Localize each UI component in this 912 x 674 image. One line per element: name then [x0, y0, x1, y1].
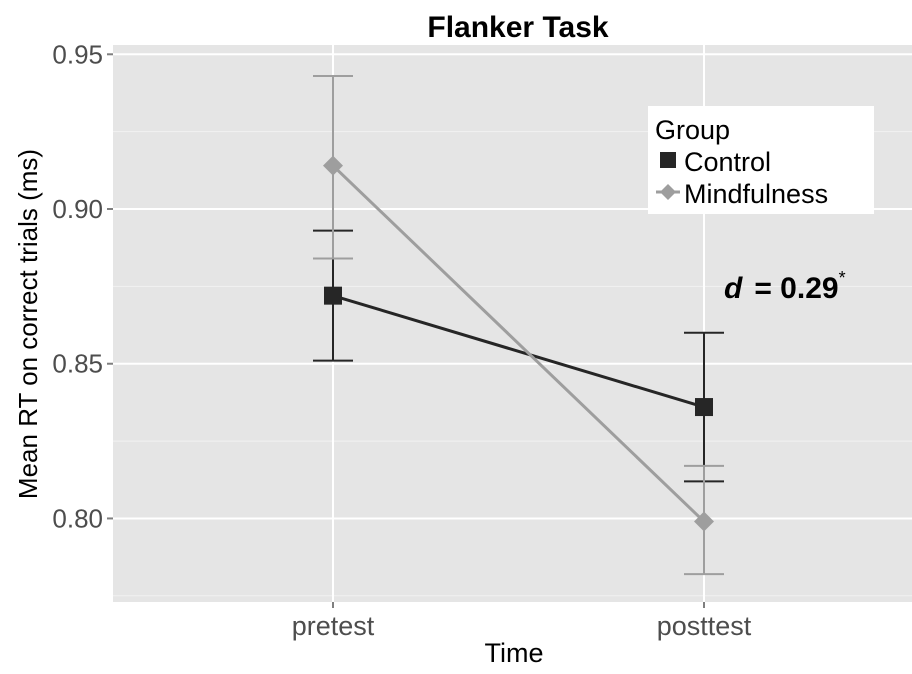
control-point	[695, 398, 713, 417]
y-axis-label: Mean RT on correct trials (ms)	[13, 149, 43, 499]
mindfulness-point	[323, 155, 343, 176]
chart-title: Flanker Task	[427, 11, 609, 44]
y-tick-label: 0.85	[52, 349, 103, 379]
x-tick-label: posttest	[657, 611, 752, 641]
control-point	[324, 286, 342, 305]
legend-control-marker	[660, 152, 676, 168]
legend-title: Group	[655, 115, 730, 145]
y-tick-label: 0.80	[52, 503, 103, 533]
series-lines	[331, 164, 706, 523]
mindfulness-line	[331, 164, 706, 523]
legend-background	[648, 106, 874, 214]
effect-size-symbol: d	[724, 272, 743, 305]
legend-mindfulness-label: Mindfulness	[684, 179, 828, 209]
effect-size-annotation: d = 0.29*	[724, 268, 846, 305]
legend-control-label: Control	[684, 147, 771, 177]
y-tick-label: 0.95	[52, 39, 103, 69]
effect-size-superscript: *	[839, 268, 846, 288]
x-axis-label: Time	[485, 638, 544, 668]
control-line	[332, 294, 705, 409]
x-tick-label: pretest	[292, 611, 375, 641]
axis-ticks: 0.80 0.85 0.90 0.95 pretest posttest	[52, 39, 751, 641]
series-points	[323, 155, 714, 532]
mindfulness-point	[694, 511, 714, 532]
effect-size-value: = 0.29	[754, 272, 838, 305]
y-tick-label: 0.90	[52, 194, 103, 224]
